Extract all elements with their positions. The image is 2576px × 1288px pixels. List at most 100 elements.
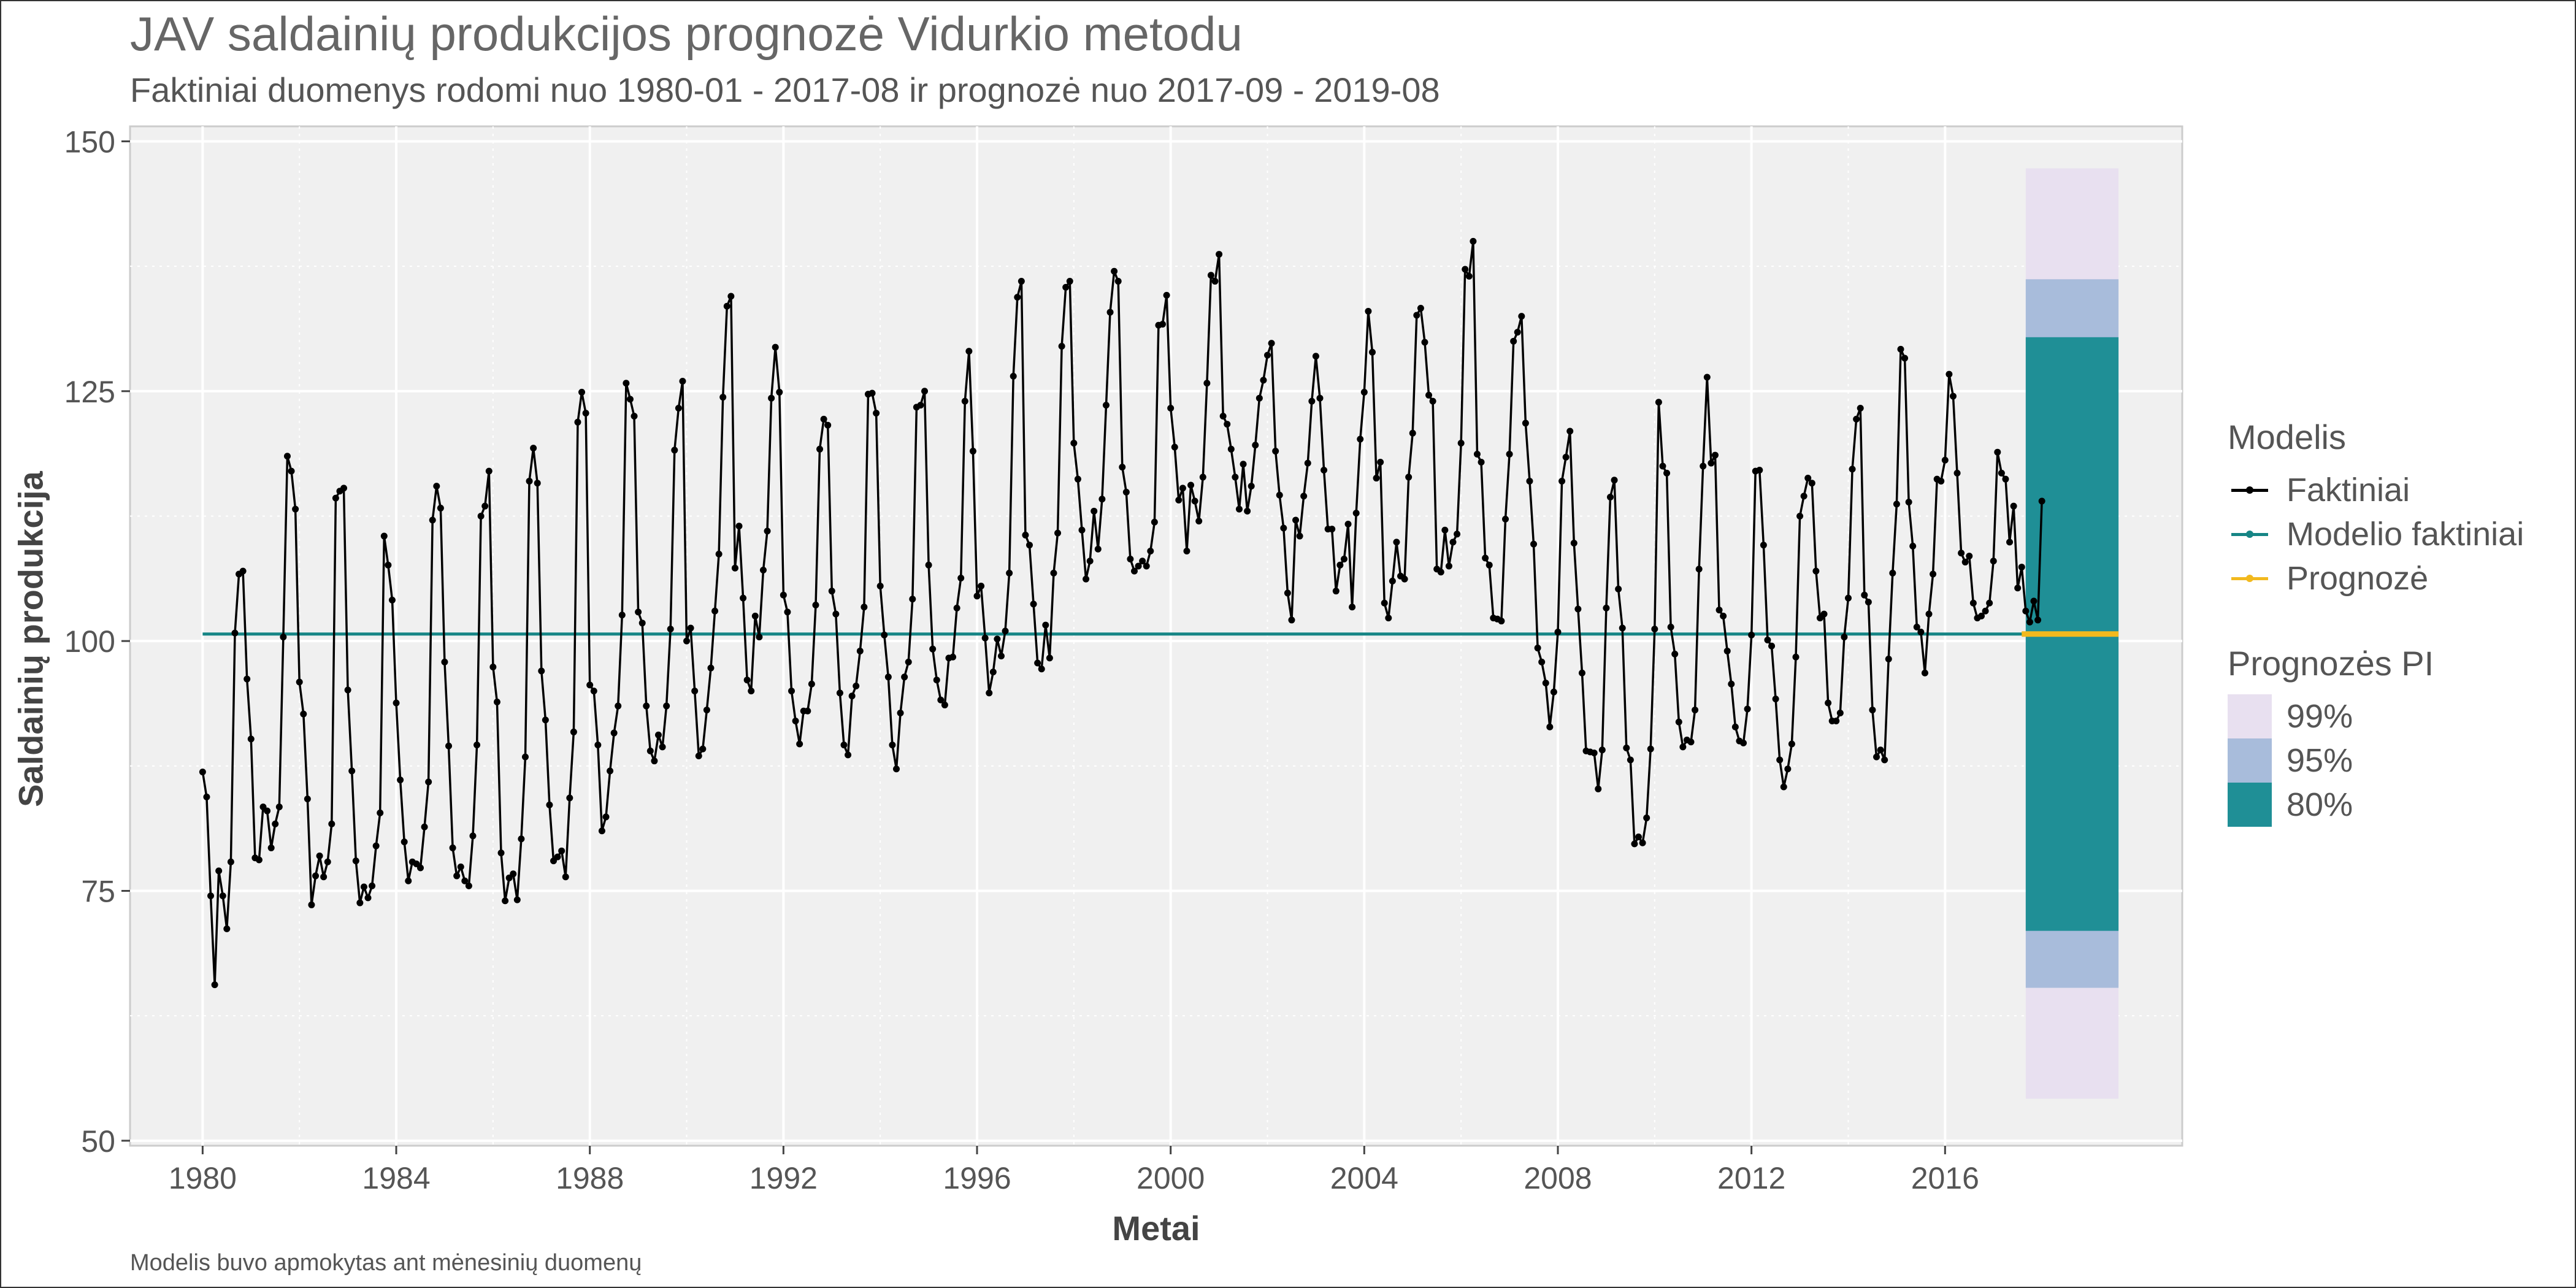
actual-point	[1776, 756, 1784, 764]
actual-point	[264, 807, 271, 815]
actual-point	[1675, 718, 1682, 726]
actual-point	[994, 635, 1001, 643]
actual-point	[1211, 278, 1219, 285]
actual-point	[1659, 462, 1666, 470]
actual-point	[437, 504, 444, 512]
actual-point	[840, 742, 848, 749]
actual-point	[433, 483, 440, 490]
actual-point	[1921, 669, 1928, 677]
actual-point	[2034, 616, 2042, 624]
actual-point	[2022, 607, 2030, 615]
actual-point	[510, 870, 517, 878]
actual-point	[275, 803, 283, 811]
actual-point	[1240, 461, 1247, 468]
actual-point	[856, 647, 864, 654]
actual-point	[788, 688, 795, 695]
actual-point	[1280, 524, 1287, 532]
legend-key-fitted	[2228, 512, 2272, 556]
actual-point	[1288, 616, 1295, 624]
actual-point	[296, 678, 303, 686]
actual-point	[385, 561, 392, 569]
actual-point	[1574, 605, 1582, 613]
x-tick-label: 2000	[1137, 1161, 1205, 1195]
actual-point	[824, 421, 832, 429]
actual-point	[1720, 612, 1727, 619]
actual-point	[1998, 469, 2005, 477]
actual-point	[981, 634, 989, 642]
actual-point	[1615, 585, 1622, 592]
actual-point	[1788, 740, 1795, 748]
actual-point	[397, 776, 404, 784]
actual-point	[1663, 469, 1671, 477]
actual-point	[1994, 448, 2001, 456]
actual-point	[1449, 539, 1457, 546]
x-tick-label: 1988	[556, 1161, 624, 1195]
actual-point	[267, 844, 275, 851]
actual-point	[1711, 451, 1719, 459]
actual-point	[764, 527, 771, 535]
actual-point	[324, 858, 331, 865]
actual-point	[1062, 283, 1070, 291]
actual-point	[929, 645, 937, 653]
actual-point	[1865, 599, 1872, 606]
actual-point	[1352, 510, 1360, 517]
actual-point	[1312, 353, 1319, 360]
actual-point	[892, 765, 900, 773]
actual-point	[239, 567, 247, 575]
actual-point	[1244, 507, 1251, 515]
actual-point	[925, 561, 932, 569]
actual-point	[340, 485, 348, 492]
actual-point	[748, 688, 755, 695]
actual-point	[2026, 618, 2033, 626]
actual-point	[1728, 680, 1735, 688]
actual-point	[1958, 550, 1965, 557]
actual-point	[638, 619, 646, 627]
actual-point	[372, 842, 380, 849]
actual-point	[1328, 526, 1336, 533]
actual-point	[683, 637, 691, 645]
actual-point	[369, 882, 376, 889]
actual-point	[227, 858, 234, 865]
actual-point	[711, 607, 719, 615]
actual-point	[1885, 655, 1892, 662]
actual-point	[853, 682, 860, 689]
actual-point	[320, 873, 328, 881]
actual-point	[1808, 480, 1815, 487]
actual-point	[1966, 553, 1973, 560]
legend-label-pi80: 80%	[2287, 786, 2353, 823]
actual-point	[1050, 569, 1057, 577]
actual-point	[1457, 440, 1465, 447]
actual-point	[1566, 427, 1574, 435]
actual-point	[1417, 305, 1424, 312]
actual-point	[631, 413, 638, 420]
actual-point	[1627, 756, 1634, 764]
actual-point	[707, 664, 715, 672]
actual-point	[1841, 634, 1848, 641]
actual-point	[735, 523, 743, 530]
actual-point	[1106, 309, 1114, 316]
actual-point	[538, 667, 545, 675]
actual-point	[973, 592, 981, 600]
actual-point	[1235, 505, 1243, 513]
actual-point	[1731, 723, 1739, 730]
actual-point	[953, 604, 960, 611]
actual-point	[364, 894, 372, 902]
x-tick-label: 2008	[1524, 1161, 1592, 1195]
actual-point	[1091, 507, 1098, 515]
actual-point	[348, 767, 356, 775]
actual-point	[562, 873, 569, 881]
legend-item-forecast: Prognozė	[2228, 556, 2524, 600]
actual-point	[1437, 569, 1444, 576]
actual-point	[751, 612, 759, 619]
actual-point	[1066, 278, 1073, 285]
actual-point	[1038, 665, 1045, 673]
actual-point	[1784, 765, 1792, 773]
legend-key-actual	[2228, 468, 2272, 512]
legend-item-actual: Faktiniai	[2228, 468, 2524, 512]
actual-point	[1195, 518, 1203, 525]
actual-point	[2018, 564, 2025, 571]
actual-point	[308, 901, 315, 908]
actual-point	[518, 835, 525, 843]
actual-point	[659, 743, 666, 751]
actual-point	[1978, 612, 1985, 619]
